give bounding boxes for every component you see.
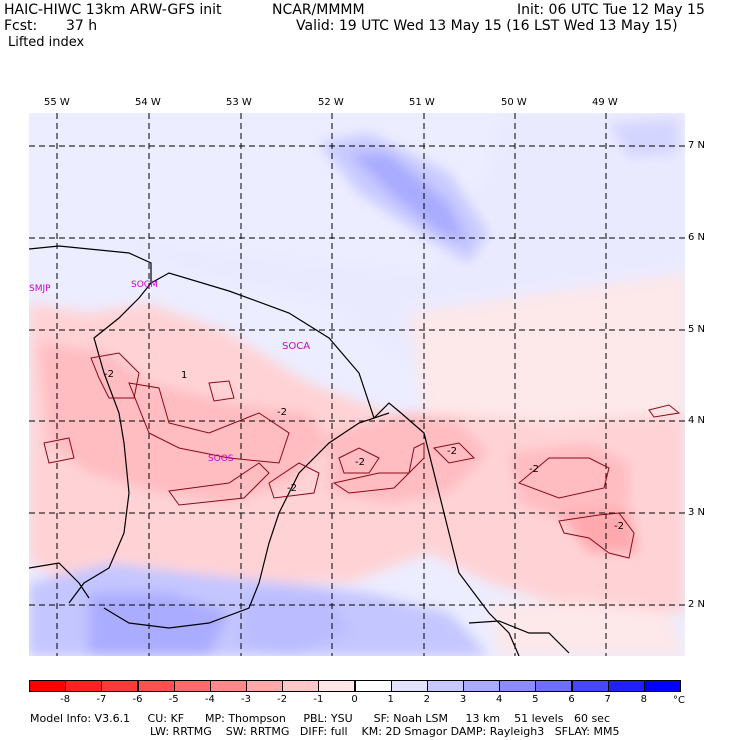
contour-label-group: -2 -2 1 -2 -2 -2 -2 -2 <box>104 369 624 532</box>
colorbar-unit: °C <box>673 695 685 706</box>
model-info-line1: Model Info: V3.6.1 CU: KF MP: Thompson P… <box>30 712 610 725</box>
org-label: NCAR/MMMM <box>272 2 365 18</box>
lon-label: 55 W <box>44 97 70 108</box>
city-label-smjp: SMJP <box>29 284 51 294</box>
colorbar-label: 0 <box>351 694 358 705</box>
colorbar-label: 5 <box>532 694 539 705</box>
lon-label: 54 W <box>135 97 161 108</box>
colorbar-cell <box>209 680 247 692</box>
lon-label: 53 W <box>226 97 252 108</box>
lat-label: 2 N <box>688 599 706 610</box>
colorbar-label: -1 <box>313 694 324 705</box>
colorbar-label: -5 <box>168 694 179 705</box>
contour-label: 1 <box>181 370 187 381</box>
contour-label: -2 <box>355 457 365 468</box>
colorbar-label: -8 <box>60 694 71 705</box>
lat-label: 3 N <box>688 507 706 518</box>
contour-label: -2 <box>104 369 114 380</box>
city-label-socm: SOCM <box>131 280 158 290</box>
forecast-label: Fcst: <box>4 18 38 34</box>
colorbar-cell <box>101 680 139 692</box>
lat-label: 4 N <box>688 415 706 426</box>
colorbar-cell <box>318 680 356 692</box>
contour-label: -2 <box>529 464 539 475</box>
contour-label: -2 <box>277 407 287 418</box>
model-info-line2: LW: RRTMG SW: RRTMG DIFF: full KM: 2D Sm… <box>150 725 620 738</box>
colorbar-label: 2 <box>423 694 431 705</box>
colorbar-cell <box>643 680 681 692</box>
colorbar-cell <box>173 680 211 692</box>
city-label-soca: SOCA <box>282 341 311 352</box>
lat-label: 6 N <box>688 232 706 243</box>
colorbar-label: -7 <box>96 694 107 705</box>
contour-label: -2 <box>287 483 297 494</box>
city-label-soos: SOOS <box>208 454 234 464</box>
lat-label: 7 N <box>688 140 706 151</box>
contour-label: -2 <box>614 521 624 532</box>
colorbar-cell <box>282 680 320 692</box>
contour-label: -2 <box>447 446 457 457</box>
field-name: Lifted index <box>8 35 85 50</box>
colorbar-label: -3 <box>241 694 251 705</box>
colorbar-label: 4 <box>495 694 503 705</box>
coastlines <box>29 245 570 656</box>
lon-label: 52 W <box>318 97 344 108</box>
forecast-hour: 37 h <box>66 18 98 34</box>
colorbar-label: 7 <box>604 694 611 705</box>
colorbar-label: 6 <box>568 694 575 705</box>
colorbar-label: 8 <box>640 694 648 705</box>
lat-label: 5 N <box>688 324 706 335</box>
lat-lon-grid <box>29 113 685 656</box>
map-panel: -2 -2 1 -2 -2 -2 -2 -2 <box>29 113 685 656</box>
lon-label: 49 W <box>592 97 618 108</box>
valid-time: Valid: 19 UTC Wed 13 May 15 (16 LST Wed … <box>296 18 678 34</box>
colorbar-cell <box>137 680 175 692</box>
colorbar-label: -4 <box>204 694 215 705</box>
init-time: Init: 06 UTC Tue 12 May 15 <box>517 2 705 18</box>
colorbar-cell <box>463 680 501 692</box>
colorbar-label: -2 <box>277 694 288 705</box>
colorbar-cell <box>571 680 609 692</box>
contour-lines <box>43 352 681 559</box>
colorbar-cell <box>535 680 573 692</box>
lon-label: 50 W <box>501 97 527 108</box>
lon-label: 51 W <box>409 97 435 108</box>
colorbar-label: 3 <box>459 694 467 705</box>
colorbar-cell <box>499 680 537 692</box>
colorbar-label: -6 <box>132 694 143 705</box>
colorbar-label: 1 <box>387 694 394 705</box>
colorbar-cell <box>246 680 284 692</box>
colorbar-cell <box>607 680 645 692</box>
colorbar-cell <box>354 680 392 692</box>
colorbar-cell <box>390 680 428 692</box>
colorbar-cell <box>426 680 464 692</box>
colorbar-cell <box>65 680 103 692</box>
model-title: HAIC-HIWC 13km ARW-GFS init <box>4 2 222 18</box>
colorbar-cell <box>29 680 67 692</box>
